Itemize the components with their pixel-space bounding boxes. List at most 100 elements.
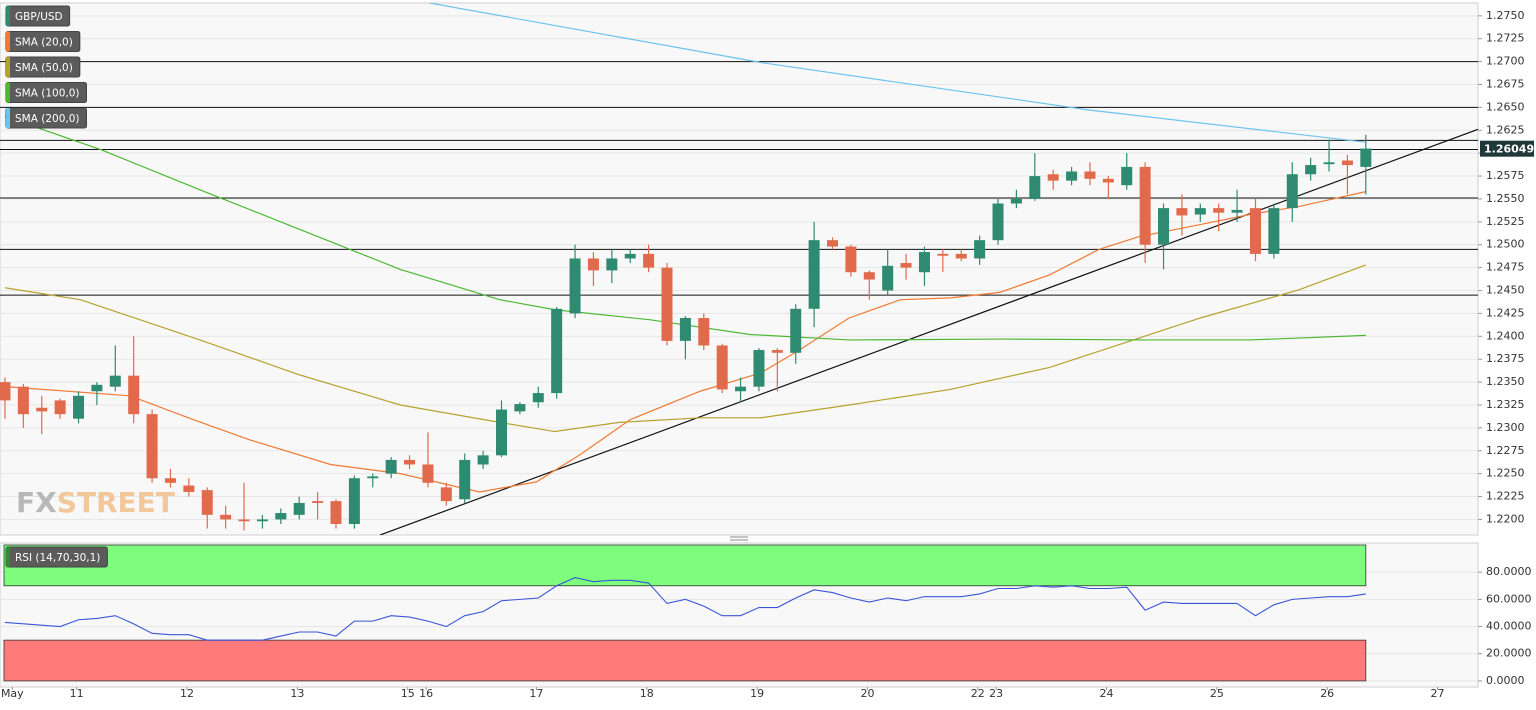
x-tick-label: 19 xyxy=(750,687,764,700)
candle-body xyxy=(256,519,268,522)
candle-body xyxy=(569,258,581,314)
candle-body xyxy=(54,400,66,415)
rsi-y-tick-label: 0.0000 xyxy=(1486,674,1525,687)
candle-body xyxy=(974,240,986,259)
panel-resize-handle[interactable] xyxy=(730,536,748,541)
y-tick-label: 1.2750 xyxy=(1486,9,1525,22)
rsi-band xyxy=(3,639,1367,682)
y-tick-label: 1.2300 xyxy=(1486,421,1525,434)
candle-body xyxy=(827,240,839,247)
candle-body xyxy=(367,476,379,479)
legend-swatch xyxy=(6,31,10,52)
candle-body xyxy=(1341,160,1353,166)
y-tick-label: 1.2650 xyxy=(1486,100,1525,113)
y-tick-label: 1.2550 xyxy=(1486,192,1525,205)
sma-line xyxy=(429,3,1366,143)
candle-body xyxy=(220,514,232,520)
candle-body xyxy=(551,308,563,394)
candle-body xyxy=(404,459,416,465)
candle-body xyxy=(385,459,397,474)
candle-body xyxy=(0,382,11,401)
rsi-y-tick-label: 20.0000 xyxy=(1486,647,1532,660)
x-tick-label: May xyxy=(1,687,24,700)
legend-label: RSI (14,70,30,1) xyxy=(15,552,100,564)
x-tick-label: 16 xyxy=(419,687,433,700)
price-plot xyxy=(0,3,1478,535)
x-tick-label: 25 xyxy=(1210,687,1224,700)
candle-body xyxy=(17,386,29,415)
legend-swatch xyxy=(6,57,10,77)
candle-body xyxy=(587,258,599,271)
candle-body xyxy=(753,350,765,387)
candle-body xyxy=(606,258,618,271)
legend-label: SMA (200,0) xyxy=(15,113,80,125)
legend-swatch xyxy=(6,82,10,103)
candle-body xyxy=(91,384,103,392)
x-tick-label: 20 xyxy=(860,687,874,700)
legend-item: SMA (200,0) xyxy=(5,107,87,129)
candle-body xyxy=(275,513,287,520)
last-price-tag xyxy=(1480,140,1534,157)
candle-body xyxy=(1268,208,1280,254)
candle-body xyxy=(477,455,489,465)
y-tick-label: 1.2325 xyxy=(1486,398,1525,411)
candle-body xyxy=(514,404,526,412)
x-tick-label: 23 xyxy=(989,687,1003,700)
candle-body xyxy=(1360,148,1372,167)
candle-body xyxy=(348,478,360,525)
candle-body xyxy=(128,375,140,415)
price-panel xyxy=(0,2,1479,536)
candle-body xyxy=(1102,178,1114,183)
y-tick-label: 1.2200 xyxy=(1486,512,1525,525)
candle-body xyxy=(900,263,912,268)
x-tick-label: 12 xyxy=(180,687,194,700)
candle-body xyxy=(201,490,213,515)
sma-line xyxy=(4,115,1366,341)
x-tick-label: 15 xyxy=(401,687,415,700)
candle-body xyxy=(937,253,949,256)
rsi-legend-item: RSI (14,70,30,1) xyxy=(5,546,108,568)
watermark-part: STREET xyxy=(57,486,175,519)
rsi-band xyxy=(3,544,1367,587)
candle-body xyxy=(73,395,85,419)
y-tick-label: 1.2675 xyxy=(1486,77,1525,90)
candle-body xyxy=(1231,209,1243,213)
candle-body xyxy=(992,203,1004,241)
candle-body xyxy=(918,252,930,273)
y-tick-label: 1.2575 xyxy=(1486,169,1525,182)
candle-body xyxy=(1176,208,1188,216)
y-tick-label: 1.2250 xyxy=(1486,467,1525,480)
candle-body xyxy=(716,345,728,390)
candle-body xyxy=(863,272,875,280)
candle-body xyxy=(1066,171,1078,181)
last-price-label: 1.26049 xyxy=(1484,143,1534,156)
candle-body xyxy=(459,459,471,500)
candle-body xyxy=(293,502,305,515)
candle-body xyxy=(845,246,857,273)
sma-line xyxy=(4,264,1367,433)
watermark-part: FX xyxy=(16,486,57,519)
rsi-y-tick-label: 80.0000 xyxy=(1486,565,1532,578)
watermark: FXSTREET xyxy=(16,486,175,519)
candle-body xyxy=(1213,208,1225,213)
legend: GBP/USD SMA (20,0) SMA (50,0) SMA (100,0) SM… xyxy=(5,5,108,568)
candle-body xyxy=(1305,165,1317,175)
y-tick-label: 1.2225 xyxy=(1486,490,1525,503)
rsi-line xyxy=(4,577,1366,641)
candle-body xyxy=(624,253,636,259)
candle-body xyxy=(679,317,691,341)
candle-body xyxy=(183,485,195,492)
x-tick-label: 27 xyxy=(1431,687,1445,700)
y-tick-label: 1.2350 xyxy=(1486,375,1525,388)
x-tick-label: 17 xyxy=(529,687,543,700)
x-tick-label: 26 xyxy=(1320,687,1334,700)
legend-item: SMA (20,0) xyxy=(5,31,81,52)
candle-body xyxy=(238,519,250,522)
candle-body xyxy=(1010,198,1022,204)
y-tick-label: 1.2700 xyxy=(1486,55,1525,68)
candle-body xyxy=(1121,166,1133,186)
candle-body xyxy=(698,317,710,346)
legend-item: SMA (100,0) xyxy=(5,82,87,103)
candle-body xyxy=(643,253,655,268)
